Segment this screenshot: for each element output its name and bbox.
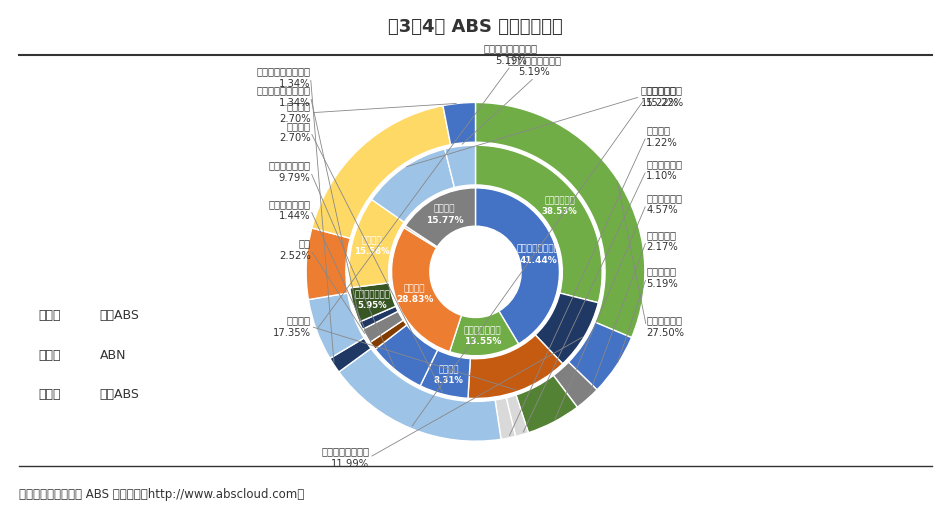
Wedge shape <box>476 145 602 303</box>
Text: 保障房销售收入
1.44%: 保障房销售收入 1.44% <box>268 199 311 221</box>
Wedge shape <box>450 311 518 356</box>
Text: 中环：: 中环： <box>38 349 61 361</box>
Wedge shape <box>372 149 455 222</box>
Wedge shape <box>506 395 529 437</box>
Wedge shape <box>535 293 598 364</box>
Wedge shape <box>306 228 350 300</box>
Text: 个人消费性贷款
9.79%: 个人消费性贷款 9.79% <box>268 160 311 183</box>
Text: 购房尾款
8.31%: 购房尾款 8.31% <box>434 365 463 385</box>
Text: 委托贷款
15.58%: 委托贷款 15.58% <box>354 236 390 257</box>
Wedge shape <box>553 362 597 407</box>
Wedge shape <box>516 376 577 433</box>
Wedge shape <box>359 306 398 329</box>
Text: 基础设施收费收益权
5.19%: 基础设施收费收益权 5.19% <box>508 55 561 77</box>
Text: 项目公司股权
4.57%: 项目公司股权 4.57% <box>647 193 683 215</box>
Wedge shape <box>468 335 563 399</box>
Text: 内环：: 内环： <box>38 309 61 322</box>
Text: 数据来源：厦门国金 ABS 云数据库（http://www.abscloud.com）: 数据来源：厦门国金 ABS 云数据库（http://www.abscloud.c… <box>19 488 304 501</box>
Text: 汽车贷款
28.83%: 汽车贷款 28.83% <box>396 284 434 304</box>
Text: 购房尾款
2.70%: 购房尾款 2.70% <box>279 121 311 143</box>
Text: 其他
2.52%: 其他 2.52% <box>279 239 311 261</box>
Text: ABN: ABN <box>100 349 126 361</box>
Text: 基础设施收费收益权
5.19%: 基础设施收费收益权 5.19% <box>484 43 538 66</box>
Wedge shape <box>370 320 407 349</box>
Wedge shape <box>569 322 631 390</box>
Wedge shape <box>330 338 371 372</box>
Wedge shape <box>445 145 476 188</box>
Text: 企业ABS: 企业ABS <box>100 388 140 401</box>
Text: 融资融券债权
15.22%: 融资融券债权 15.22% <box>647 85 685 108</box>
Text: 购房尾款
2.70%: 购房尾款 2.70% <box>279 102 311 124</box>
Wedge shape <box>420 350 471 398</box>
Text: 基础设施收费收益权
1.34%: 基础设施收费收益权 1.34% <box>257 66 311 88</box>
Wedge shape <box>476 188 559 344</box>
Text: 客票收费收益权
5.95%: 客票收费收益权 5.95% <box>355 290 391 310</box>
Text: 信托受益权
2.17%: 信托受益权 2.17% <box>647 230 678 252</box>
Text: 物业费收益权
1.10%: 物业费收益权 1.10% <box>647 159 683 181</box>
Text: 商业物业抵押贷款
11.99%: 商业物业抵押贷款 11.99% <box>321 446 369 469</box>
Text: 图3：4月 ABS 基础资产分布: 图3：4月 ABS 基础资产分布 <box>388 18 563 36</box>
Wedge shape <box>308 293 364 358</box>
Wedge shape <box>376 325 437 386</box>
Text: 个人住房抵押贷款
41.44%: 个人住房抵押贷款 41.44% <box>516 245 559 265</box>
Wedge shape <box>495 398 515 439</box>
Text: 委托贷款
1.22%: 委托贷款 1.22% <box>647 125 678 147</box>
Wedge shape <box>312 106 451 238</box>
Text: 票据收益权
5.19%: 票据收益权 5.19% <box>647 267 678 289</box>
Text: 融资租赁债权
27.50%: 融资租赁债权 27.50% <box>647 315 685 338</box>
Text: 外环：: 外环： <box>38 388 61 401</box>
Wedge shape <box>404 226 437 248</box>
Wedge shape <box>350 283 396 322</box>
Wedge shape <box>392 228 461 352</box>
Text: 应收账款
17.35%: 应收账款 17.35% <box>273 315 311 338</box>
Wedge shape <box>349 199 404 288</box>
Text: 基础设施收费收益权
1.34%: 基础设施收费收益权 1.34% <box>257 85 311 108</box>
Text: 融资租赁债权
38.53%: 融资租赁债权 38.53% <box>542 196 577 216</box>
Wedge shape <box>476 103 645 338</box>
Text: 信贷ABS: 信贷ABS <box>100 309 140 322</box>
Wedge shape <box>362 311 403 342</box>
Text: 个人消费性贷款
13.55%: 个人消费性贷款 13.55% <box>464 326 501 346</box>
Wedge shape <box>339 348 501 441</box>
Wedge shape <box>405 188 476 247</box>
Wedge shape <box>443 103 476 145</box>
Text: 企业贷款
15.77%: 企业贷款 15.77% <box>426 205 463 225</box>
Text: 融资融券债权
15.22%: 融资融券债权 15.22% <box>640 85 679 108</box>
